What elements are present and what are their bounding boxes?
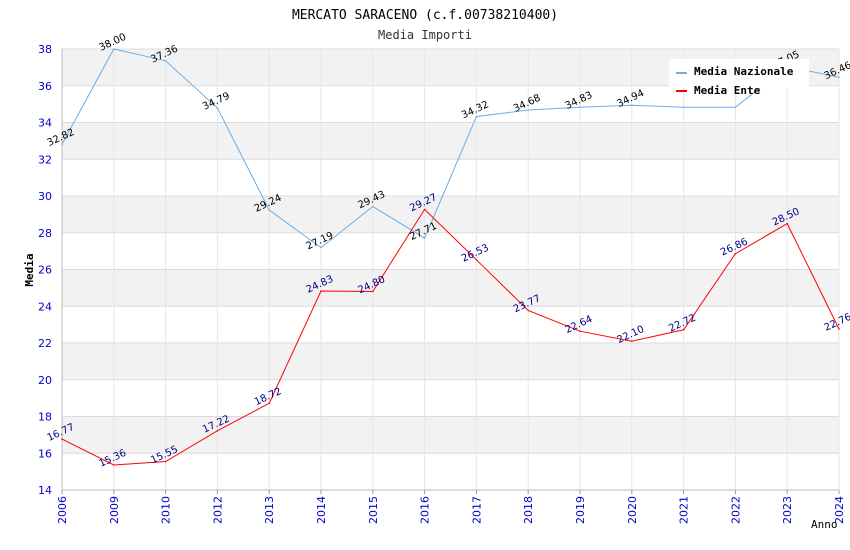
legend-label-ente: Media Ente xyxy=(694,84,761,97)
y-tick-label: 20 xyxy=(38,374,52,387)
y-tick-label: 30 xyxy=(38,190,52,203)
x-tick-label: 2023 xyxy=(781,496,794,524)
y-tick-label: 18 xyxy=(38,411,52,424)
series-line-media-nazionale xyxy=(61,48,840,249)
data-point xyxy=(475,115,478,118)
x-tick-label: 2024 xyxy=(833,496,846,524)
band xyxy=(62,122,839,160)
x-tick-label: 2014 xyxy=(315,496,328,524)
legend-label-nazionale: Media Nazionale xyxy=(694,65,794,78)
y-tick-label: 32 xyxy=(38,153,52,166)
x-axis-label: Anno xyxy=(811,518,838,531)
band xyxy=(62,85,839,123)
x-tick-label: 2012 xyxy=(211,496,224,524)
band xyxy=(62,379,839,417)
data-point xyxy=(113,48,115,50)
x-tick-label: 2009 xyxy=(108,496,121,524)
data-point xyxy=(372,290,374,293)
data-point xyxy=(164,59,167,62)
data-point xyxy=(682,106,685,109)
legend-box xyxy=(669,59,809,88)
legend: Media Nazionale Media Ente xyxy=(669,59,809,97)
data-point xyxy=(475,258,478,261)
y-tick-label: 24 xyxy=(38,300,52,313)
data-point xyxy=(838,76,840,79)
x-tick-label: 2020 xyxy=(626,496,639,524)
x-tick-label: 2016 xyxy=(419,496,432,524)
x-tick-label: 2010 xyxy=(160,496,173,524)
data-point xyxy=(216,107,219,109)
gridlines xyxy=(61,48,840,491)
data-point xyxy=(682,328,685,331)
data-point xyxy=(423,208,426,211)
y-tick-label: 38 xyxy=(38,43,52,56)
band xyxy=(62,232,839,270)
y-tick-label: 22 xyxy=(38,337,52,350)
data-point xyxy=(320,246,322,249)
background-bands xyxy=(62,49,839,490)
band xyxy=(62,343,839,380)
data-point xyxy=(631,340,633,342)
y-axis-label: Media xyxy=(23,253,36,286)
data-point xyxy=(786,222,788,225)
data-point xyxy=(579,106,581,109)
data-point xyxy=(61,143,63,145)
data-point xyxy=(579,330,581,333)
data-point xyxy=(734,106,737,109)
data-point xyxy=(734,252,737,255)
data-point xyxy=(164,460,167,463)
data-point xyxy=(527,109,529,111)
x-tick-label: 2015 xyxy=(367,496,380,524)
data-point xyxy=(216,430,219,432)
y-tick-label: 36 xyxy=(38,80,52,93)
series-line-media-ente xyxy=(61,208,840,466)
y-tick-label: 16 xyxy=(38,447,52,460)
x-tick-label: 2019 xyxy=(574,496,587,524)
y-tick-label: 26 xyxy=(38,264,52,277)
data-point xyxy=(320,290,322,292)
series-lines xyxy=(61,48,840,466)
data-point xyxy=(423,237,426,239)
x-tick-label: 2018 xyxy=(522,496,535,524)
y-tick-label: 28 xyxy=(38,227,52,240)
y-tick-label: 14 xyxy=(38,484,52,497)
band xyxy=(62,416,839,454)
band xyxy=(62,269,839,307)
chart-subtitle: Media Importi xyxy=(378,28,472,42)
x-tick-label: 2013 xyxy=(263,496,276,524)
data-point xyxy=(838,328,840,330)
chart-title: MERCATO SARACENO (c.f.00738210400) xyxy=(292,8,558,23)
x-tick-label: 2006 xyxy=(56,496,69,524)
x-tick-label: 2021 xyxy=(678,496,691,524)
data-point xyxy=(61,438,63,440)
data-point xyxy=(268,402,271,405)
data-point xyxy=(113,464,115,466)
band xyxy=(62,453,839,490)
band xyxy=(62,306,839,343)
data-point xyxy=(631,104,633,107)
band xyxy=(62,196,839,233)
data-point xyxy=(268,209,271,211)
y-tick-label: 34 xyxy=(38,117,52,130)
x-tick-label: 2022 xyxy=(729,496,742,524)
data-point xyxy=(372,205,374,208)
x-tick-label: 2017 xyxy=(470,496,483,524)
data-point xyxy=(527,309,529,312)
